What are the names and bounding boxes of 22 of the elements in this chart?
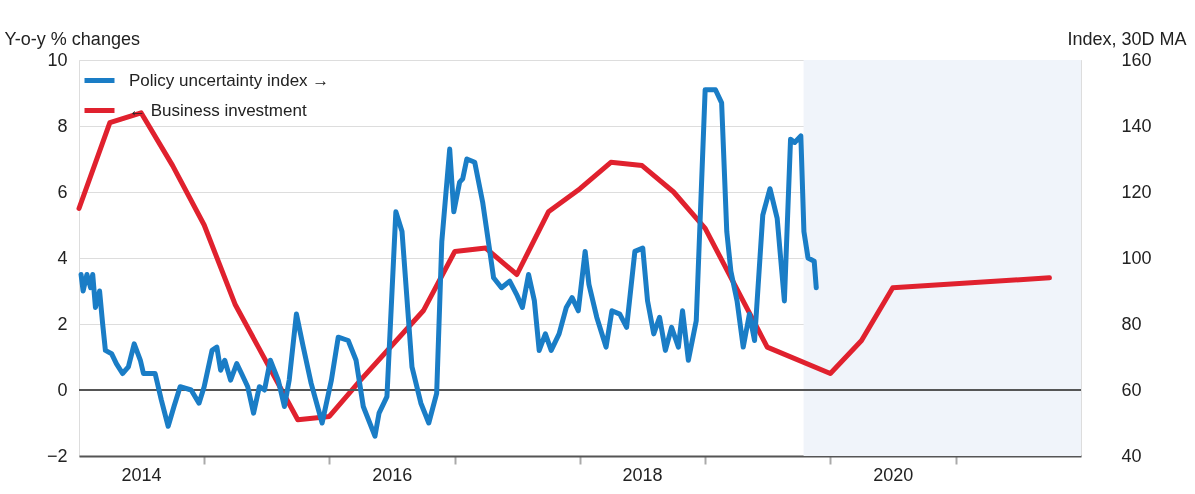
y-tick-label: −2 bbox=[46, 445, 68, 466]
y2-tick-label: 120 bbox=[1121, 181, 1152, 202]
legend-label: Policy uncertainty index → bbox=[129, 70, 330, 90]
x-tick-label: 2020 bbox=[873, 464, 914, 485]
x-tick-label: 2014 bbox=[121, 464, 162, 485]
y2-tick-label: 60 bbox=[1121, 379, 1142, 400]
y2-tick-label: 80 bbox=[1121, 313, 1142, 334]
y2-axis-title: Index, 30D MA bbox=[1067, 28, 1187, 49]
y2-tick-label: 160 bbox=[1121, 49, 1152, 70]
y-tick-label: 10 bbox=[47, 49, 68, 70]
y2-tick-label: 40 bbox=[1121, 445, 1142, 466]
y2-tick-label: 100 bbox=[1121, 247, 1152, 268]
legend-label: ← Business investment bbox=[129, 100, 307, 120]
y-axis-title: Y-o-y % changes bbox=[4, 28, 140, 49]
y-tick-label: 4 bbox=[57, 247, 68, 268]
y-tick-label: 0 bbox=[57, 379, 68, 400]
y-tick-label: 2 bbox=[57, 313, 68, 334]
y2-tick-label: 140 bbox=[1121, 115, 1152, 136]
x-tick-label: 2016 bbox=[372, 464, 413, 485]
y-tick-label: 8 bbox=[57, 115, 68, 136]
x-tick-label: 2018 bbox=[622, 464, 663, 485]
y-tick-label: 6 bbox=[57, 181, 68, 202]
